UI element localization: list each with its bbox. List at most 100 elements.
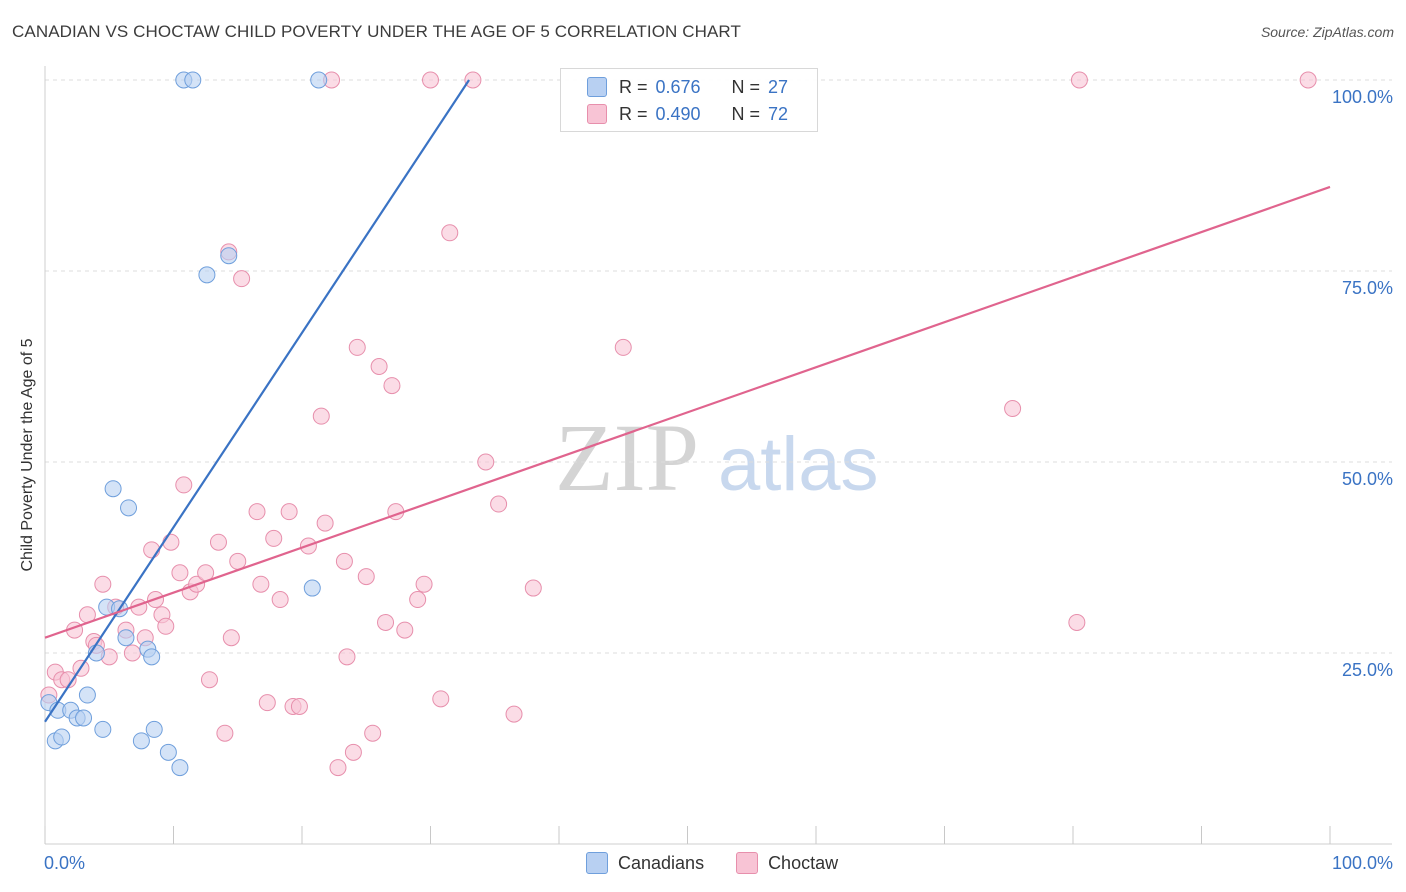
choctaw-point — [344, 743, 362, 761]
choctaw-point — [175, 476, 193, 494]
choctaw-point — [248, 503, 266, 521]
trend-lines — [44, 79, 1331, 723]
watermark: ZIP atlas — [555, 404, 879, 511]
source-label: Source: ZipAtlas.com — [1260, 24, 1394, 40]
choctaw-point — [432, 690, 450, 708]
choctaw-points — [40, 71, 1317, 777]
canadian-point — [104, 480, 122, 498]
choctaw-point — [123, 644, 141, 662]
legend-n-label: N = — [731, 76, 761, 97]
legend-r-value: 0.676 — [655, 76, 701, 97]
series-label-choctaw: Choctaw — [768, 852, 839, 873]
series-swatch-choctaw — [736, 852, 759, 874]
grid — [45, 79, 1392, 654]
choctaw-point — [464, 71, 482, 89]
choctaw-point — [1004, 400, 1022, 418]
choctaw-point — [312, 407, 330, 425]
choctaw-point — [409, 591, 427, 609]
series-legend-canadians[interactable]: Canadians — [586, 852, 704, 874]
choctaw-point — [258, 694, 276, 712]
canadian-point — [184, 71, 202, 89]
choctaw-point — [1070, 71, 1088, 89]
choctaw-point — [524, 579, 542, 597]
canadian-point — [145, 720, 163, 738]
x-tick-label: 0.0% — [44, 853, 85, 873]
choctaw-point — [396, 621, 414, 639]
choctaw-point — [1299, 71, 1317, 89]
canadian-point — [171, 759, 189, 777]
legend-swatch-choctaw — [587, 104, 607, 124]
canadian-point — [303, 579, 321, 597]
legend-swatch-canadians — [587, 77, 607, 97]
legend-n-value: 27 — [768, 76, 789, 97]
choctaw-point — [216, 724, 234, 742]
choctaw-point — [364, 724, 382, 742]
choctaw-point — [490, 495, 508, 513]
legend-n-label: N = — [731, 103, 761, 124]
choctaw-point — [614, 338, 632, 356]
correlation-legend: R = 0.676 N = 27 R = 0.490 N = 72 — [560, 68, 818, 132]
canadian-point — [78, 686, 96, 704]
watermark-atlas: atlas — [718, 422, 879, 507]
tick-labels: 25.0% 50.0% 75.0% 100.0% 0.0% 100.0% — [44, 87, 1393, 873]
choctaw-point — [335, 552, 353, 570]
choctaw-point — [357, 568, 375, 586]
choctaw-point — [477, 453, 495, 471]
legend-row-choctaw: R = 0.490 N = 72 — [587, 102, 788, 126]
choctaw-point — [222, 629, 240, 647]
canadian-point — [132, 732, 150, 750]
choctaw-point — [265, 529, 283, 547]
choctaw-point — [252, 575, 270, 593]
canadian-point — [120, 499, 138, 517]
chart-title: CANADIAN VS CHOCTAW CHILD POVERTY UNDER … — [12, 22, 741, 41]
choctaw-point — [94, 575, 112, 593]
canadian-trend-line — [44, 79, 470, 723]
choctaw-point — [233, 270, 251, 288]
choctaw-point — [441, 224, 459, 242]
choctaw-point — [229, 552, 247, 570]
canadian-point — [310, 71, 328, 89]
choctaw-point — [271, 591, 289, 609]
choctaw-point — [157, 617, 175, 635]
choctaw-point — [329, 759, 347, 777]
canadian-point — [75, 709, 93, 727]
series-legend: Canadians Choctaw — [586, 852, 870, 874]
y-tick-label: 100.0% — [1332, 87, 1393, 107]
series-legend-choctaw[interactable]: Choctaw — [736, 852, 838, 874]
x-tick-label: 100.0% — [1332, 853, 1393, 873]
legend-n-value: 72 — [768, 103, 789, 124]
choctaw-trend-line — [44, 185, 1331, 639]
choctaw-point — [505, 705, 523, 723]
canadian-point — [220, 247, 238, 265]
choctaw-point — [200, 671, 218, 689]
series-label-canadians: Canadians — [618, 852, 705, 873]
canadian-point — [143, 648, 161, 666]
series-swatch-canadians — [586, 852, 608, 874]
choctaw-point — [422, 71, 439, 89]
choctaw-point — [171, 564, 189, 582]
choctaw-point — [280, 503, 298, 521]
canadian-points — [40, 71, 328, 777]
legend-row-canadians: R = 0.676 N = 27 — [587, 75, 788, 99]
canadian-point — [94, 720, 112, 738]
choctaw-point — [348, 338, 366, 356]
choctaw-point — [415, 575, 433, 593]
choctaw-point — [209, 533, 227, 551]
choctaw-point — [383, 377, 401, 395]
canadian-point — [117, 629, 135, 647]
choctaw-point — [377, 613, 395, 631]
canadian-point — [159, 743, 177, 761]
choctaw-point — [370, 358, 388, 375]
axes — [44, 66, 1392, 845]
legend-r-label: R = — [619, 103, 648, 124]
choctaw-point — [338, 648, 356, 666]
canadian-point — [53, 728, 71, 746]
y-tick-label: 50.0% — [1342, 469, 1393, 489]
choctaw-point — [316, 514, 334, 532]
y-tick-label: 25.0% — [1342, 660, 1393, 680]
y-tick-label: 75.0% — [1342, 278, 1393, 298]
watermark-zip: ZIP — [555, 404, 699, 511]
choctaw-point — [1068, 613, 1086, 631]
choctaw-point — [162, 533, 180, 551]
